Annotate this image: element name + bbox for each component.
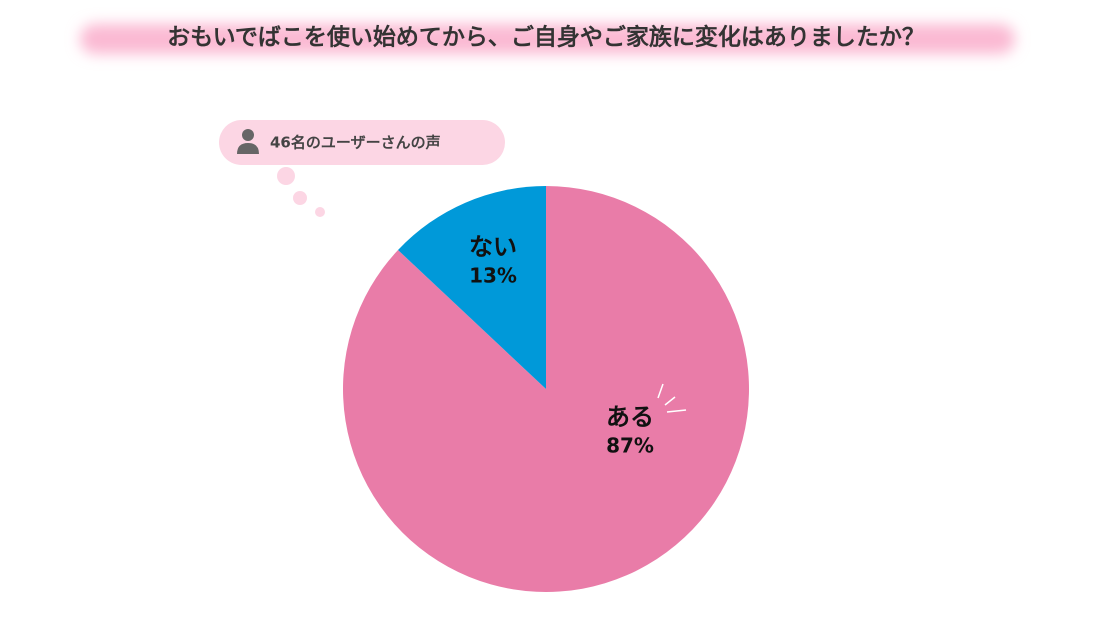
user-icon: [242, 129, 254, 141]
value-label: 87%: [606, 434, 654, 458]
annotation-badge: [219, 120, 505, 165]
slice-label: ない: [469, 233, 517, 261]
pie-slice: [342, 186, 749, 592]
pie-slice: [398, 186, 546, 389]
slice-label: ある: [606, 403, 654, 431]
annotation: 46名のユーザーさんの声: [270, 134, 441, 152]
bubble-dot: [315, 207, 325, 217]
pie: [342, 186, 749, 592]
bubble-dot: [277, 167, 295, 185]
title-glow: [80, 24, 1015, 54]
sparkle: [657, 383, 687, 413]
value-label: 13%: [469, 264, 517, 288]
chart-title: おもいでばこを使い始めてから、ご自身やご家族に変化はありましたか？: [167, 24, 925, 51]
bubble-dot: [293, 191, 307, 205]
user-icon: [237, 143, 259, 154]
